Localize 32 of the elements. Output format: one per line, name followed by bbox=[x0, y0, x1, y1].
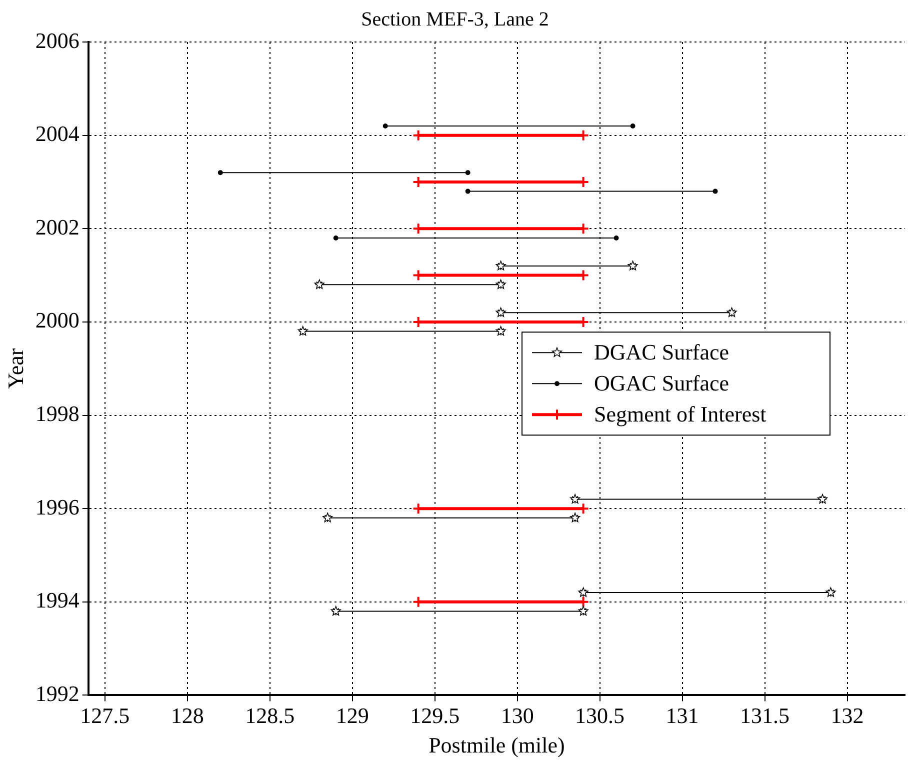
x-tick-label: 129.5 bbox=[410, 703, 460, 728]
y-tick-label: 2006 bbox=[35, 28, 80, 53]
x-tick-label: 129 bbox=[336, 703, 369, 728]
y-tick-label: 1998 bbox=[35, 401, 80, 426]
x-tick-label: 127.5 bbox=[80, 703, 130, 728]
legend-label: OGAC Surface bbox=[594, 370, 730, 396]
point bbox=[630, 123, 636, 128]
y-tick-label: 2000 bbox=[35, 308, 80, 333]
legend-label: Segment of Interest bbox=[594, 401, 766, 426]
x-tick-label: 128 bbox=[170, 703, 204, 728]
x-tick-label: 131 bbox=[666, 703, 699, 728]
point bbox=[712, 188, 718, 194]
legend-label: DGAC Surface bbox=[594, 339, 730, 364]
x-tick-label: 128.5 bbox=[245, 703, 295, 728]
x-tick-label: 132 bbox=[830, 703, 864, 728]
point bbox=[382, 123, 388, 128]
y-tick-label: 1996 bbox=[35, 494, 80, 520]
x-axis-title: Postmile (mile) bbox=[428, 732, 565, 758]
x-tick-label: 130.5 bbox=[575, 703, 625, 728]
y-tick-label: 2002 bbox=[35, 214, 80, 240]
point bbox=[465, 188, 470, 194]
x-tick-label: 131.5 bbox=[740, 703, 790, 728]
point bbox=[333, 235, 338, 240]
point bbox=[465, 170, 470, 176]
y-axis-title: Year bbox=[2, 348, 28, 389]
x-tick-label: 130 bbox=[500, 703, 534, 728]
y-tick-label: 1994 bbox=[35, 588, 80, 613]
y-tick-label: 2004 bbox=[35, 121, 80, 146]
point bbox=[614, 235, 619, 240]
chart-title: Section MEF-3, Lane 2 bbox=[361, 8, 549, 30]
y-tick-label: 1992 bbox=[35, 680, 80, 706]
point bbox=[218, 170, 223, 176]
